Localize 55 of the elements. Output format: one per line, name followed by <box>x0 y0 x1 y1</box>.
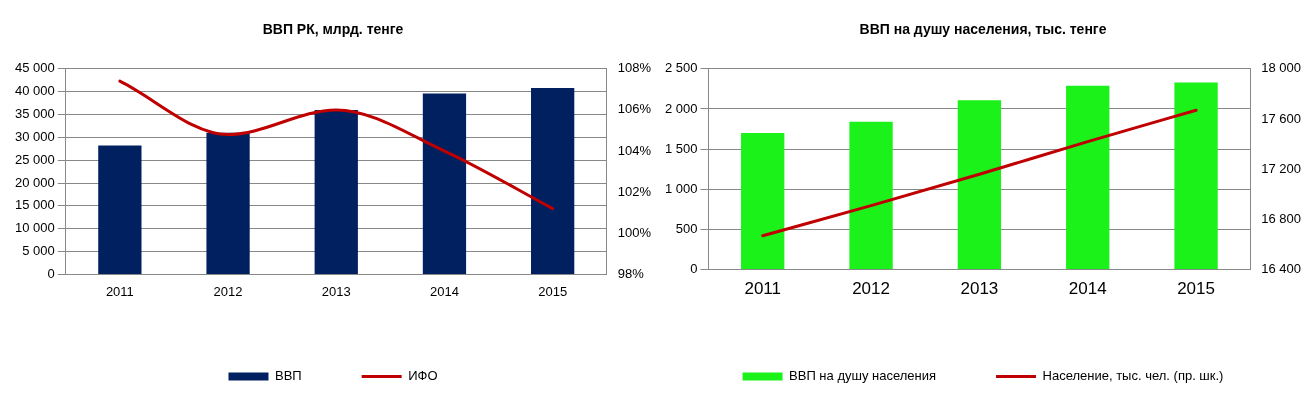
legend-label: Население, тыс. чел. (пр. шк.) <box>1042 368 1224 384</box>
y-tick-label: 15 000 <box>15 197 55 213</box>
y-tick-label: 1 000 <box>664 180 698 196</box>
bar <box>531 87 575 274</box>
y-tick-label: 20 000 <box>15 174 55 190</box>
y-tick-label: 35 000 <box>15 106 55 122</box>
x-tick-label: 2011 <box>744 279 781 299</box>
y2-tick-label: 16 800 <box>1261 210 1301 226</box>
y-tick-label: 5 000 <box>22 243 55 259</box>
y-tick-label: 1 500 <box>664 140 698 156</box>
x-tick-label: 2014 <box>429 283 459 299</box>
bar <box>957 100 1002 270</box>
y2-tick-label: 18 000 <box>1261 60 1301 76</box>
y2-tick-label: 17 600 <box>1261 110 1301 126</box>
y-tick-label: 2 500 <box>664 60 698 76</box>
y2-tick-label: 104% <box>617 142 652 158</box>
y2-tick-label: 100% <box>617 224 652 240</box>
line-series <box>761 108 1198 238</box>
y2-tick-label: 98% <box>617 265 645 281</box>
bar <box>314 109 358 274</box>
bar <box>1174 82 1218 270</box>
chart-title: ВВП на душу населения, тыс. тенге <box>859 21 1107 38</box>
bar <box>206 132 250 274</box>
line-series <box>118 79 555 211</box>
y-tick-label: 0 <box>47 265 55 281</box>
legend-label: ИФО <box>408 368 438 384</box>
bar <box>849 121 893 270</box>
x-tick-label: 2011 <box>105 283 134 299</box>
y2-tick-label: 106% <box>617 101 652 117</box>
y-tick-label: 0 <box>690 261 698 277</box>
y2-tick-label: 108% <box>617 60 652 76</box>
x-tick-label: 2015 <box>1177 279 1215 299</box>
y-tick-label: 45 000 <box>15 60 55 76</box>
x-tick-label: 2013 <box>960 279 999 299</box>
y-tick-label: 25 000 <box>15 151 55 167</box>
bar <box>741 133 785 270</box>
y-tick-label: 30 000 <box>15 128 55 144</box>
x-tick-label: 2012 <box>213 283 243 299</box>
y-tick-label: 2 000 <box>664 100 698 116</box>
chart-title: ВВП РК, млрд. тенге <box>262 21 404 38</box>
y-tick-label: 10 000 <box>15 220 55 236</box>
y2-tick-label: 102% <box>617 183 652 199</box>
y2-tick-label: 17 200 <box>1261 160 1301 176</box>
bar <box>1066 85 1110 270</box>
x-tick-label: 2015 <box>538 283 568 299</box>
bar <box>422 93 467 274</box>
x-tick-label: 2012 <box>852 279 890 299</box>
legend-label: ВВП на душу населения <box>789 368 937 384</box>
x-tick-label: 2014 <box>1068 279 1107 299</box>
y-tick-label: 500 <box>675 221 698 237</box>
bar <box>98 145 142 274</box>
y-tick-label: 40 000 <box>15 83 55 99</box>
y2-tick-label: 16 400 <box>1261 261 1301 277</box>
legend-label: ВВП <box>274 368 302 384</box>
x-tick-label: 2013 <box>321 283 351 299</box>
